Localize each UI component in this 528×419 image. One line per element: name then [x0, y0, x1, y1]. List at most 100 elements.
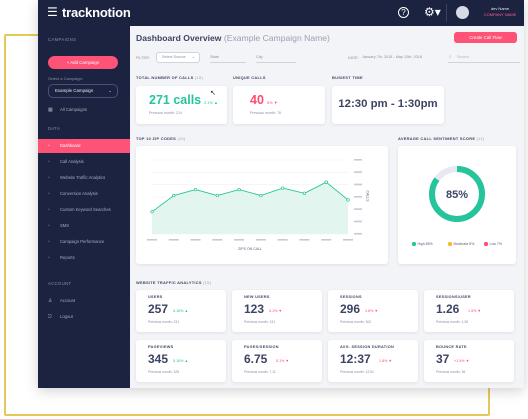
metric-value: 1.26: [436, 302, 460, 316]
legend-label: Moderate 8%: [453, 242, 475, 246]
busiest-time-value: 12:30 pm - 1:30pm: [338, 98, 438, 110]
series-line: [151, 181, 349, 213]
metric-card-sessions-user: SESSIONS/USER 1.26 1.5% ▼ Previous month: 1…: [424, 290, 514, 332]
sidebar-item-label: Reports: [60, 255, 75, 260]
metric-label: BOUNCE RATE: [436, 345, 467, 349]
user-name[interactable]: dev Name: [490, 6, 510, 11]
sidebar-item-sms[interactable]: ▫ SMS: [38, 219, 130, 233]
user-company[interactable]: COMPANY NAME: [483, 12, 517, 17]
metric-card-bounce-rate: BOUNCE RATE 37 +1.5% ▼ Previous month: 36: [424, 340, 514, 382]
data-point[interactable]: [150, 210, 154, 214]
zip-chart-label: TOP 10 ZIP CODES (10): [136, 136, 186, 141]
phone-icon: ▫: [48, 159, 50, 165]
traffic-label-text: WEBSITE TRAFFIC ANALYTICS: [136, 280, 202, 285]
x-tick-label: [190, 239, 201, 241]
avatar-icon[interactable]: [456, 6, 469, 19]
mouse-cursor-icon: ↖: [210, 90, 216, 97]
city-select[interactable]: City: [256, 52, 296, 63]
data-point[interactable]: [237, 187, 241, 192]
state-select[interactable]: State: [210, 52, 246, 63]
metric-label: SESSIONS/USER: [436, 295, 471, 299]
metric-prev: Previous month: 302: [340, 320, 372, 324]
metric-label: PAGES/SESSION: [244, 345, 279, 349]
page-subtitle: (Example Campaign Name): [223, 33, 330, 43]
data-point[interactable]: [324, 180, 328, 184]
x-tick-label: [168, 239, 179, 241]
metric-pct: 5.1% ▼: [269, 309, 283, 313]
logout-icon: ⎋: [48, 314, 52, 320]
gear-icon[interactable]: ⚙▾: [424, 5, 441, 19]
sidebar-item-conversion-analysis[interactable]: ▫ Conversion Analysis: [38, 187, 130, 201]
sidebar-item-label: Dashboard: [60, 143, 81, 148]
campaign-select[interactable]: Example Campaign ⌄: [48, 84, 118, 98]
filter-label: FILTER:: [136, 56, 150, 60]
source-select-value: Select Source: [162, 55, 186, 59]
select-campaign-label: Select a Campaign:: [48, 76, 83, 81]
data-point[interactable]: [172, 193, 176, 198]
x-tick-label: [147, 239, 157, 241]
state-select-value: State: [210, 55, 219, 59]
metric-label: NEW USERS: [244, 295, 270, 299]
message-icon: ▫: [48, 223, 50, 229]
total-calls-card: 271 calls 2.1% ▲ Previous month: 214: [136, 86, 227, 124]
metric-card-pageviews: PAGEVIEWS 345 5.16% ▲ Previous month: 328: [136, 340, 226, 382]
sentiment-legend-item: Low 7%: [484, 242, 502, 246]
x-tick-label: [212, 239, 223, 241]
x-tick-label: [299, 239, 310, 241]
data-point[interactable]: [346, 198, 350, 202]
metric-pct: 5.16% ▲: [173, 309, 189, 313]
sidebar-item-campaign-performance[interactable]: ▫ Campaign Performance: [38, 235, 130, 249]
total-calls-pct: 2.1% ▲: [204, 100, 218, 105]
metric-prev: Previous month: 7.11: [244, 370, 276, 374]
sidebar-item-call-analysis[interactable]: ▫ Call Analysis: [38, 155, 130, 169]
legend-label: Low 7%: [489, 242, 502, 246]
menu-icon[interactable]: ☰: [47, 5, 58, 19]
zip-chart-xlabel: ZIPS ON CALL: [238, 247, 262, 251]
metric-value: 37: [436, 352, 450, 366]
legend-label: High 85%: [417, 242, 433, 246]
sidebar-item-label: Website Traffic Analytics: [60, 175, 106, 180]
y-tick-label: [354, 183, 362, 186]
zip-chart-ylabel: CALLS: [365, 190, 370, 202]
search-input[interactable]: ⌕ Search: [448, 52, 520, 63]
zip-chart: ZIPS ON CALL: [147, 159, 362, 251]
sidebar-item-logout[interactable]: ⎋ Logout: [38, 310, 130, 324]
busiest-time-label: BUSIEST TIME: [332, 75, 363, 80]
metric-pct: 5.1% ▼: [276, 359, 290, 363]
busiest-time-card: 12:30 pm - 1:30pm: [332, 86, 444, 124]
sidebar-item-reports[interactable]: ▫ Reports: [38, 251, 130, 265]
date-range-picker[interactable]: January 7th, 2018 - May 12th, 2018: [362, 55, 422, 59]
sidebar-item-all-campaigns[interactable]: ▦ All Campaigns: [38, 103, 130, 117]
help-icon[interactable]: ?: [398, 7, 409, 18]
x-tick-label: [321, 239, 332, 241]
sidebar-item-label: SMS: [60, 223, 70, 228]
y-tick-label: [354, 196, 362, 198]
sentiment-value: 85%: [446, 189, 468, 201]
sidebar-item-dashboard[interactable]: ▫ Dashboard: [38, 139, 130, 153]
sidebar-item-custom-keyword-searches[interactable]: ▫ Custom Keyword Searches: [38, 203, 130, 217]
sidebar-item-label: Call Analysis: [60, 159, 84, 164]
sentiment-donut: 85%: [429, 166, 485, 222]
source-select[interactable]: Select Source ⌄: [156, 52, 200, 63]
campaigns-heading: CAMPAIGNS: [48, 37, 77, 42]
unique-calls-card: 40 5% ▼ Previous month: 76: [233, 86, 325, 124]
add-campaign-button[interactable]: + Add Campaign: [48, 56, 118, 69]
create-call-flow-button[interactable]: Create Call Flow: [454, 32, 517, 43]
data-point[interactable]: [193, 187, 198, 192]
topbar-divider: [446, 4, 447, 22]
metric-value: 296: [340, 302, 361, 316]
total-calls-count: (15): [194, 75, 204, 80]
data-point[interactable]: [281, 186, 285, 190]
data-point[interactable]: [302, 191, 307, 195]
metric-card-avg-session-duration: AVG. SESSION DURATION 12:37 1.8% ▼ Previous…: [328, 340, 418, 382]
sidebar-item-account[interactable]: ♙ Account: [38, 294, 130, 308]
data-point[interactable]: [215, 193, 219, 198]
sidebar-item-website-traffic-analytics[interactable]: ▫ Website Traffic Analytics: [38, 171, 130, 185]
data-point[interactable]: [259, 193, 263, 198]
search-icon: ▫: [48, 207, 50, 213]
zip-chart-count: (10): [177, 136, 186, 141]
sentiment-legend-item: Moderate 8%: [448, 242, 474, 246]
y-tick-label: [354, 159, 362, 161]
grid-icon: ▫: [48, 143, 50, 149]
sentiment-count: (11): [476, 136, 485, 141]
